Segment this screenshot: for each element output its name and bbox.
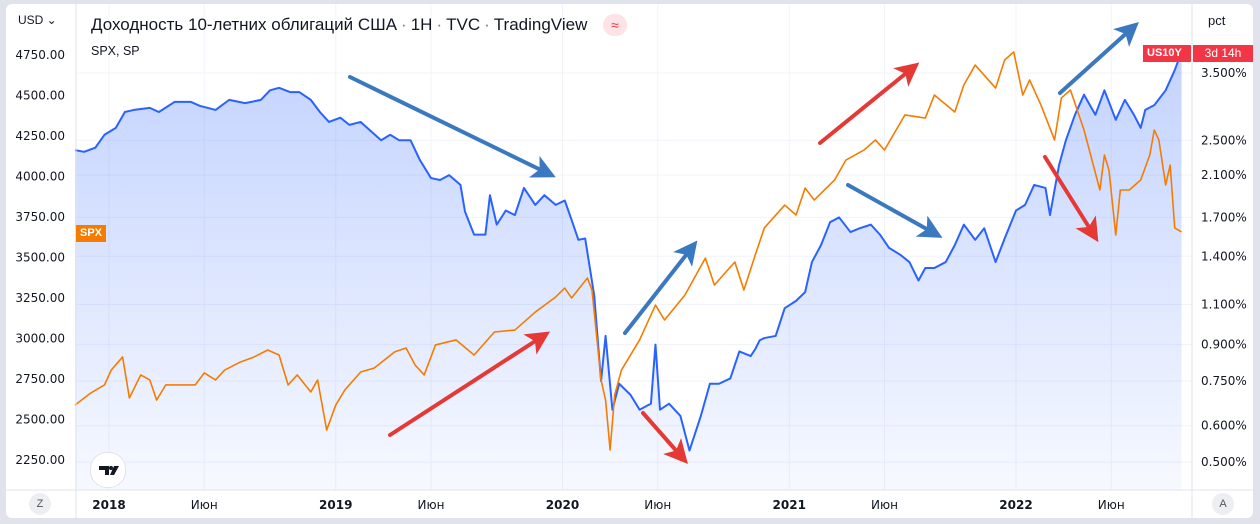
right-tick-label: 1.100%: [1201, 297, 1247, 311]
compare-series-label[interactable]: SPX, SP: [91, 44, 140, 58]
time-tick-label: Июн: [418, 498, 445, 512]
time-tick-label: 2022: [999, 498, 1032, 512]
time-tick-label: Июн: [871, 498, 898, 512]
blue-arrow: [846, 183, 943, 238]
currency-selector[interactable]: USD ⌄: [18, 13, 57, 27]
right-tick-label: 0.900%: [1201, 338, 1247, 352]
blue-arrow: [1058, 21, 1139, 95]
left-tick-label: 4750.00: [15, 48, 65, 62]
right-tick-label: 2.100%: [1201, 168, 1247, 182]
time-tick-label: 2021: [773, 498, 806, 512]
right-price-axis[interactable]: 3.500% 2.500% 2.100% 1.700% 1.400% 1.100% 0.90…: [1201, 66, 1247, 469]
auto-scale-button[interactable]: A: [1212, 493, 1234, 515]
left-tick-label: 3750.00: [15, 210, 65, 224]
left-tick-label: 4500.00: [15, 89, 65, 103]
time-tick-label: 2020: [546, 498, 579, 512]
tradingview-logo[interactable]: [90, 452, 126, 488]
red-arrow: [641, 411, 688, 465]
time-tick-label: 2019: [319, 498, 352, 512]
us10y-price-tag: US10Y: [1143, 45, 1191, 62]
us10y-line: [74, 51, 1183, 452]
left-tick-label: 3500.00: [15, 251, 65, 265]
left-tick-label: 3250.00: [15, 291, 65, 305]
title-interval: 1H: [410, 15, 433, 34]
blue-arrow: [348, 75, 556, 178]
us10y-area-fill: [74, 51, 1182, 491]
title-exchange: TVC: [446, 15, 481, 34]
red-arrow: [388, 331, 551, 437]
left-tick-label: 4250.00: [15, 129, 65, 143]
chart-title: Доходность 10-летних облигаций США · 1H · TV…: [91, 15, 588, 34]
annotation-arrows: [348, 21, 1139, 465]
left-price-axis[interactable]: 4750.00 4500.00 4250.00 4000.00 3750.00 3500.…: [15, 48, 65, 467]
time-tick-label: Июн: [644, 498, 671, 512]
chart-canvas[interactable]: 4750.00 4500.00 4250.00 4000.00 3750.00 3500.…: [6, 4, 1253, 518]
title-symbol: Доходность 10-летних облигаций США: [91, 15, 398, 34]
left-tick-label: 4000.00: [15, 170, 65, 184]
red-arrow: [1043, 155, 1099, 243]
right-tick-label: 0.750%: [1201, 374, 1247, 388]
plot-area: [74, 48, 1185, 491]
red-arrow: [818, 62, 920, 145]
right-tick-label: 1.400%: [1201, 249, 1247, 263]
right-tick-label: 1.700%: [1201, 210, 1247, 224]
right-tick-label: 2.500%: [1201, 133, 1247, 147]
left-tick-label: 2500.00: [15, 413, 65, 427]
left-tick-label: 2750.00: [15, 372, 65, 386]
zoom-toggle-button[interactable]: Z: [29, 493, 51, 515]
title-source: TradingView: [493, 15, 588, 34]
time-tick-label: Июн: [1098, 498, 1125, 512]
spx-line: [74, 51, 1182, 451]
spx-price-tag: SPX: [76, 225, 107, 242]
right-tick-label: 0.600%: [1201, 419, 1247, 433]
left-tick-label: 3000.00: [15, 332, 65, 346]
bar-countdown: 3d 14h: [1193, 45, 1253, 62]
chart-panel: 4750.00 4500.00 4250.00 4000.00 3750.00 3500.…: [6, 4, 1253, 518]
right-tick-label: 3.500%: [1201, 66, 1247, 80]
right-axis-unit: pct: [1208, 13, 1226, 28]
blue-arrow: [623, 240, 698, 335]
time-tick-label: 2018: [92, 498, 125, 512]
time-axis[interactable]: 2018 Июн 2019 Июн 2020 Июн 2021 Июн 2022 Июн: [92, 498, 1124, 512]
time-tick-label: Июн: [191, 498, 218, 512]
right-tick-label: 0.500%: [1201, 455, 1247, 469]
indicator-badge-icon[interactable]: ≈: [603, 14, 627, 36]
left-tick-label: 2250.00: [15, 453, 65, 467]
